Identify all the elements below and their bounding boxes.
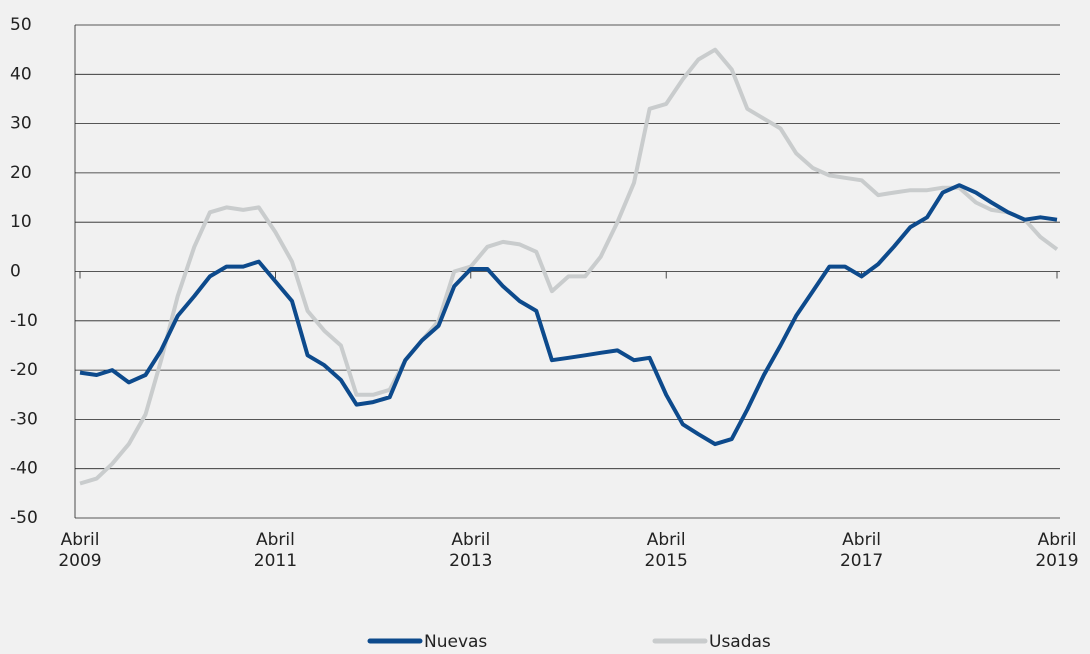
line-series	[79, 47, 1059, 486]
y-tick-label: -40	[10, 459, 38, 479]
line-series	[79, 183, 1058, 447]
x-tick-label: Abril 2013	[449, 530, 493, 571]
y-tick-label: 10	[10, 212, 32, 232]
y-tick-label: 20	[10, 163, 32, 183]
legend-label: Usadas	[709, 632, 771, 652]
legend-label: Nuevas	[424, 632, 487, 652]
x-tick-label: Abril 2019	[1035, 530, 1079, 571]
x-tick-label: Abril 2017	[839, 530, 884, 571]
x-tick-label: Abril 2015	[644, 530, 688, 571]
y-tick-label: 0	[10, 262, 21, 282]
y-tick-label: 40	[10, 64, 32, 84]
y-tick-label: -20	[10, 360, 38, 380]
x-tick-label: Abril 2011	[253, 530, 298, 571]
y-tick-label: -10	[10, 311, 38, 331]
y-tick-label: -50	[10, 508, 38, 528]
y-tick-label: 50	[10, 15, 32, 35]
y-tick-label: -30	[10, 409, 38, 429]
y-tick-label: 30	[10, 114, 32, 134]
x-tick-label: Abril 2009	[58, 530, 102, 571]
